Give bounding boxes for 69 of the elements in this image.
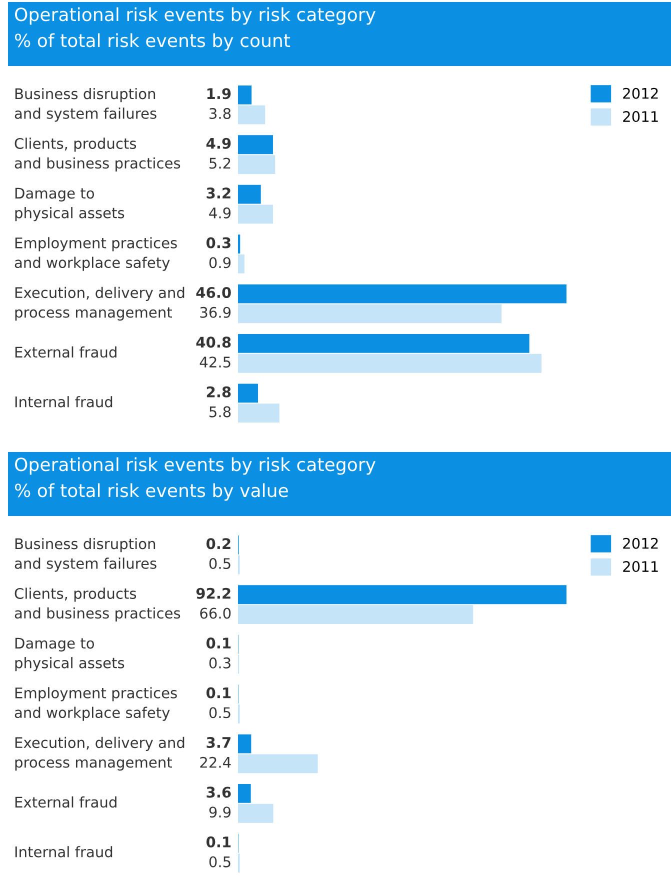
legend-label: 2011 [623, 111, 658, 122]
bar [238, 155, 276, 174]
bar [238, 304, 502, 324]
data-label: 2.8 [206, 386, 231, 398]
data-label: 92.2 [196, 588, 230, 599]
y-tick-label: Business disruption and system failures [14, 538, 156, 572]
data-label: 3.2 [206, 188, 230, 199]
data-label: 3.6 [206, 786, 231, 798]
y-tick-label: Employment practices and workplace safety [14, 237, 177, 271]
data-label: 36.9 [200, 306, 231, 318]
bar [238, 734, 252, 754]
data-label: 0.2 [206, 538, 230, 550]
data-label: 0.5 [209, 707, 230, 718]
bar [238, 384, 258, 403]
y-tick-label: Employment practices and workplace safety [14, 687, 177, 721]
bar [238, 135, 273, 154]
bar [238, 354, 542, 373]
data-label: 22.4 [200, 756, 231, 768]
bar [238, 754, 318, 774]
data-label: 0.1 [206, 638, 231, 649]
data-label: 1.9 [207, 88, 231, 100]
bar [238, 85, 252, 104]
y-tick-label: Execution, delivery and process management [15, 286, 184, 321]
data-label: 0.5 [209, 856, 230, 868]
y-tick-label: External fraud [15, 796, 116, 808]
data-label: 3.8 [210, 108, 231, 120]
bar [238, 784, 251, 803]
data-label: 3.7 [206, 736, 230, 748]
data-label: 0.3 [209, 657, 230, 668]
y-tick-label: Clients, products and business practices [14, 138, 180, 172]
y-tick-label: Clients, products and business practices [14, 588, 180, 622]
data-label: 0.9 [209, 257, 231, 268]
bar [238, 585, 566, 604]
legend-label: 2012 [623, 538, 658, 549]
data-label: 5.2 [210, 158, 230, 169]
y-tick-label: Internal fraud [15, 396, 112, 408]
y-tick-label: Damage to physical assets [15, 188, 124, 222]
bar [238, 404, 280, 423]
legend-label: 2011 [623, 561, 658, 572]
bar [238, 605, 474, 624]
bar [238, 204, 273, 224]
chart-title: Operational risk events by risk category [15, 457, 376, 475]
data-label: 0.3 [206, 237, 230, 248]
chart-subtitle: % of total risk events by count [14, 33, 290, 51]
data-label: 40.8 [196, 336, 231, 348]
bar [238, 105, 266, 124]
data-label: 4.9 [209, 207, 231, 218]
data-label: 0.5 [209, 558, 230, 570]
y-tick-label: External fraud [15, 346, 116, 358]
bar [238, 254, 244, 274]
bar [238, 284, 566, 304]
y-tick-label: Internal fraud [15, 846, 112, 858]
data-label: 42.5 [200, 356, 230, 368]
data-label: 9.9 [209, 806, 231, 818]
bar [238, 804, 274, 823]
data-label: 46.0 [196, 286, 231, 298]
data-label: 4.9 [206, 138, 231, 149]
legend-label: 2012 [623, 88, 658, 99]
chart-subtitle: % of total risk events by value [14, 483, 288, 501]
y-tick-label: Damage to physical assets [15, 638, 124, 672]
bar [238, 184, 261, 204]
data-label: 66.0 [200, 608, 231, 619]
y-tick-label: Execution, delivery and process management [15, 736, 184, 771]
data-label: 0.1 [206, 836, 231, 848]
bar [238, 334, 530, 353]
data-label: 5.8 [210, 406, 231, 418]
y-tick-label: Business disruption and system failures [14, 88, 156, 122]
chart-title: Operational risk events by risk category [15, 7, 376, 25]
data-label: 0.1 [206, 687, 231, 698]
